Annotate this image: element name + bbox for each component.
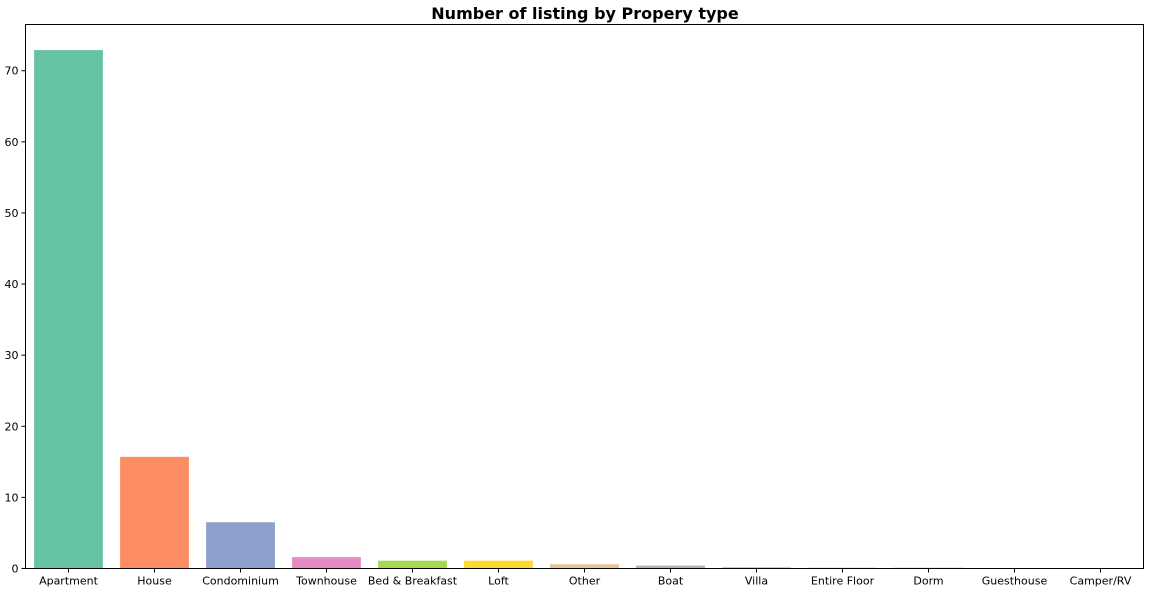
x-tick-label: Other xyxy=(569,575,601,588)
x-tick-label: Townhouse xyxy=(295,575,357,588)
x-tick-label: House xyxy=(137,575,172,588)
bar-loft xyxy=(464,560,533,569)
y-tick-label: 50 xyxy=(5,207,19,220)
x-tick-label: Boat xyxy=(658,575,684,588)
y-tick-label: 60 xyxy=(5,136,19,149)
x-tick-label: Bed & Breakfast xyxy=(368,575,458,588)
bar-house xyxy=(120,456,189,569)
bar-condominium xyxy=(206,522,275,569)
x-tick-label: Camper/RV xyxy=(1070,575,1132,588)
x-tick-label: Villa xyxy=(745,575,768,588)
y-tick-label: 20 xyxy=(5,420,19,433)
x-tick-label: Dorm xyxy=(913,575,943,588)
bar-villa xyxy=(722,567,791,569)
x-tick-label: Entire Floor xyxy=(811,575,875,588)
x-tick-label: Condominium xyxy=(202,575,279,588)
bar-other xyxy=(550,564,619,569)
bar-boat xyxy=(636,565,705,569)
y-tick-label: 0 xyxy=(12,563,19,576)
x-tick-label: Guesthouse xyxy=(982,575,1048,588)
y-tick-label: 10 xyxy=(5,491,19,504)
bars-group xyxy=(34,50,1135,569)
x-tick-label: Apartment xyxy=(39,575,99,588)
plot-frame xyxy=(25,24,1144,569)
bar-bed-breakfast xyxy=(378,560,447,569)
y-tick-label: 70 xyxy=(5,65,19,78)
x-axis: Apartment House Condominium Townhouse Bed & … xyxy=(39,568,1132,588)
y-tick-label: 40 xyxy=(5,278,19,291)
chart-title: Number of listing by Propery type xyxy=(431,4,739,23)
x-tick-label: Loft xyxy=(488,575,509,588)
bar-apartment xyxy=(34,50,103,569)
bar-townhouse xyxy=(292,557,361,569)
y-axis: 0 10 20 30 40 50 60 70 xyxy=(5,65,26,576)
y-tick-label: 30 xyxy=(5,349,19,362)
